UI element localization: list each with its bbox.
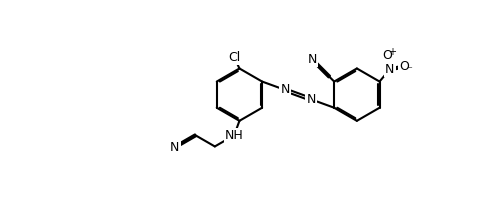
Text: N: N (385, 63, 395, 76)
Text: N: N (308, 53, 317, 66)
Text: O: O (383, 49, 393, 62)
Text: N: N (281, 83, 290, 97)
Text: N: N (170, 141, 179, 154)
Text: Cl: Cl (228, 51, 240, 64)
Text: ⁻: ⁻ (406, 66, 412, 76)
Text: N: N (306, 93, 316, 106)
Text: O: O (399, 60, 409, 73)
Text: NH: NH (225, 129, 243, 142)
Text: +: + (388, 47, 396, 57)
